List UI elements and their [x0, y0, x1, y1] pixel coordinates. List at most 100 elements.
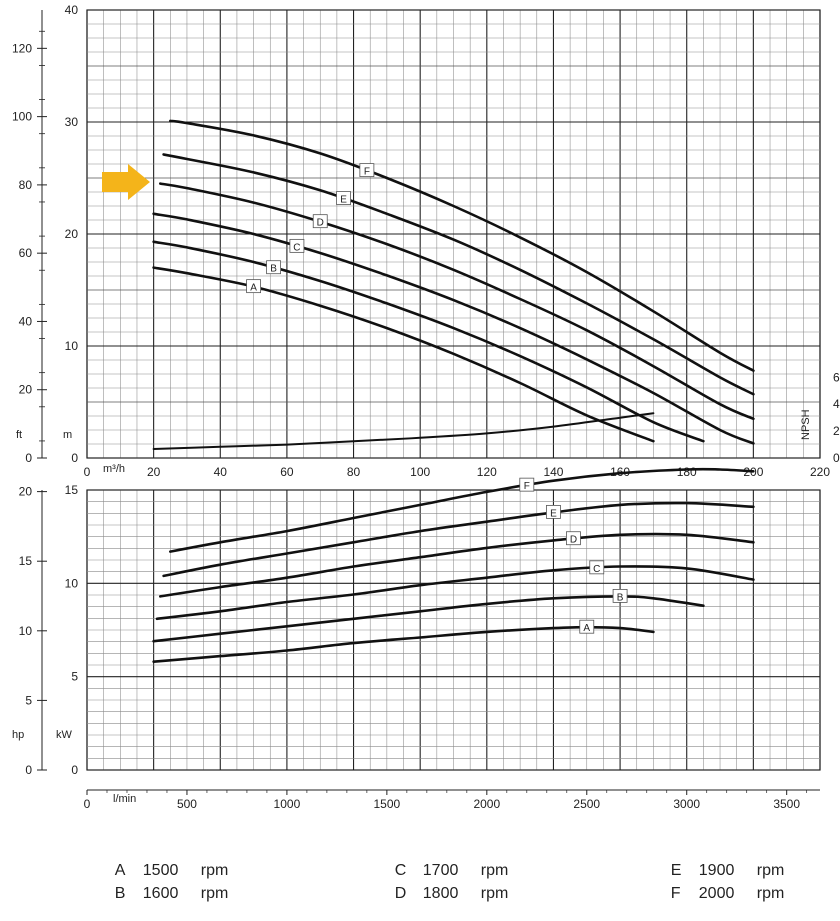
power-curve-label-b: B [617, 592, 624, 603]
legend-unit: rpm [200, 885, 229, 902]
npsh-tick-label: 4 [833, 397, 840, 411]
head-curve-label-a: A [250, 283, 257, 294]
lmin-tick-label: 2000 [473, 797, 500, 811]
lmin-tick-label: 3500 [773, 797, 800, 811]
rpm-legend: A 1500 rpm B 1600 rpm C 1700 rpm D 1800 rpm E 190… [0, 840, 840, 902]
legend-letter: D [394, 885, 407, 902]
power-curve-c [155, 565, 755, 621]
legend-unit: rpm [480, 885, 509, 902]
power-curve-label-box [546, 504, 561, 519]
legend-item-f: F 2000 rpm [653, 867, 785, 921]
power-curve-d [159, 532, 755, 598]
m-tick-label: 10 [65, 339, 79, 353]
kw-unit-label: kW [56, 729, 73, 741]
head-curve-label-box [359, 163, 375, 178]
lmin-tick-label: 1000 [274, 797, 301, 811]
head-curve-label-box [312, 214, 328, 229]
ft-tick-label: 40 [19, 314, 33, 328]
npsh-tick-label: 0 [833, 451, 840, 465]
m-unit-label: m [63, 429, 72, 441]
legend-rpm: 1700 [422, 862, 459, 879]
lmin-unit-label: l/min [113, 793, 136, 805]
legend-item-d: D 1800 rpm [377, 867, 509, 921]
head-curve-label-box [336, 191, 351, 205]
flow-tick-label: 0 [84, 465, 91, 479]
npsh-tick-label: 6 [833, 370, 840, 384]
legend-rpm: 1600 [142, 885, 179, 902]
hp-tick-label: 0 [25, 763, 32, 777]
head-curve-label-b: B [270, 264, 277, 275]
power-curve-label-box [579, 619, 595, 634]
legend-unit: rpm [756, 885, 785, 902]
m-tick-label: 30 [65, 115, 79, 129]
flow-tick-label: 40 [214, 465, 228, 479]
hp-unit-label: hp [12, 729, 24, 741]
legend-item-b: B 1600 rpm [97, 867, 229, 921]
ft-tick-label: 120 [12, 41, 32, 55]
flow-tick-label: 140 [543, 465, 563, 479]
power-curve-a [152, 625, 655, 663]
head-curve-a [152, 266, 655, 443]
head-curve-label-c: C [293, 242, 300, 253]
hp-tick-label: 15 [19, 554, 33, 568]
lmin-tick-label: 2500 [573, 797, 600, 811]
legend-letter: F [670, 885, 681, 902]
power-curve-label-box [612, 589, 628, 603]
m-tick-label: 0 [71, 451, 78, 465]
power-curve-label-c: C [593, 564, 600, 575]
legend-item-e: E 1900 rpm [653, 844, 785, 898]
curves [152, 119, 755, 663]
legend-unit: rpm [480, 862, 509, 879]
hp-tick-label: 20 [19, 485, 33, 499]
legend-rpm: 1500 [142, 862, 179, 879]
legend-rpm: 2000 [698, 885, 735, 902]
npsh-curve [152, 412, 655, 450]
ft-unit-label: ft [16, 429, 22, 441]
head-curve-label-box [289, 238, 305, 253]
power-curve-label-box [589, 560, 605, 575]
lmin-tick-label: 500 [177, 797, 197, 811]
flow-tick-label: 80 [347, 465, 361, 479]
flow-tick-label: 20 [147, 465, 161, 479]
power-curve-e [162, 501, 755, 578]
kw-tick-label: 0 [71, 763, 78, 777]
flow-unit-label: m³/h [103, 463, 125, 475]
legend-letter: E [670, 862, 682, 879]
head-curve-f [169, 119, 755, 372]
m-tick-label: 40 [65, 3, 79, 17]
kw-tick-label: 10 [65, 576, 79, 590]
flow-tick-label: 100 [410, 465, 430, 479]
legend-item-c: C 1700 rpm [377, 844, 509, 898]
legend-unit: rpm [200, 862, 229, 879]
ft-tick-label: 80 [19, 178, 33, 192]
flow-tick-label: 220 [810, 465, 830, 479]
legend-unit: rpm [756, 862, 785, 879]
npsh-axis-label: NPSH [800, 409, 812, 440]
power-curve-f [169, 467, 755, 553]
lmin-tick-label: 3000 [673, 797, 700, 811]
flow-tick-label: 120 [477, 465, 497, 479]
power-curve-label-a: A [583, 623, 590, 634]
power-curve-label-box [519, 477, 535, 492]
legend-item-a: A 1500 rpm [97, 844, 229, 898]
head-curve-label-box [266, 260, 281, 275]
head-curve-b [152, 240, 705, 443]
ft-tick-label: 60 [19, 246, 33, 260]
ft-tick-label: 0 [25, 451, 32, 465]
head-curve-d [159, 182, 755, 421]
curve-labels: A B C D E F A B C D E F [246, 163, 628, 634]
lmin-tick-label: 0 [84, 797, 91, 811]
head-curve-label-f: F [364, 167, 370, 178]
legend-letter: C [394, 862, 407, 879]
head-curve-label-d: D [317, 218, 324, 229]
head-curve-label-e: E [340, 195, 347, 206]
power-curve-label-e: E [550, 508, 557, 519]
kw-tick-label: 15 [65, 483, 79, 497]
power-curve-label-f: F [524, 481, 530, 492]
arrow-right-icon [102, 164, 150, 200]
lmin-tick-label: 1500 [374, 797, 401, 811]
legend-letter: B [114, 885, 126, 902]
flow-tick-label: 60 [280, 465, 294, 479]
